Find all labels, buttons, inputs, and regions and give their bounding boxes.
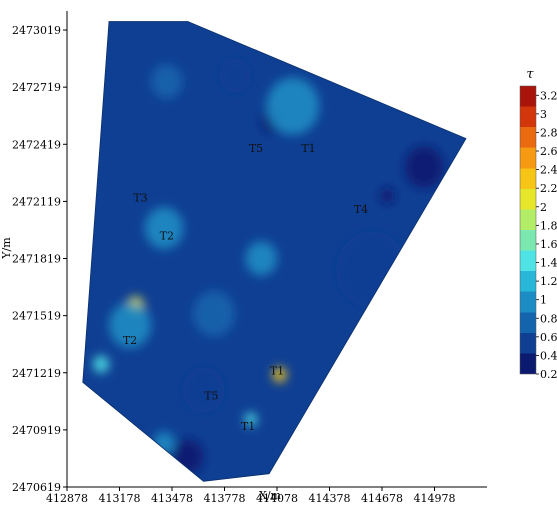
colorbar-tick-label-8: 1.6 xyxy=(540,238,557,251)
plot-area xyxy=(82,21,467,482)
x-tick-label-3: 413778 xyxy=(204,492,246,502)
y-tick-label-2: 2471219 xyxy=(12,367,61,380)
high-anomaly-7 xyxy=(272,367,287,383)
y-tick-label-7: 2472719 xyxy=(12,81,61,94)
colorbar-tick-label-2: 2.8 xyxy=(540,126,557,139)
colorbar-gradient xyxy=(519,85,537,375)
colorbar-tick-label-12: 0.8 xyxy=(540,312,557,325)
colorbar-tick-label-5: 2.2 xyxy=(540,182,557,195)
high-anomaly-13 xyxy=(109,302,151,349)
colorbar-tick-label-10: 1.2 xyxy=(540,275,557,288)
colorbar-tick-label-13: 0.6 xyxy=(540,331,557,344)
x-tick-label-6: 414678 xyxy=(361,492,403,502)
y-tick-label-8: 2473019 xyxy=(12,24,61,37)
x-axis-title: X/m xyxy=(259,489,282,502)
zone-label-8: T1 xyxy=(241,420,255,433)
low-anomaly-6 xyxy=(219,58,251,93)
y-tick-label-4: 2471819 xyxy=(12,253,61,266)
zone-label-7: T1 xyxy=(270,365,284,378)
low-anomaly-4 xyxy=(182,367,225,413)
low-anomaly-0 xyxy=(380,188,395,204)
colorbar-tick-label-1: 3 xyxy=(540,108,547,121)
domain-outline xyxy=(82,21,467,482)
high-anomaly-11 xyxy=(144,207,184,250)
zone-label-4: T4 xyxy=(354,203,368,216)
colorbar-tick-label-0: 3.2 xyxy=(540,89,557,102)
x-tick-label-2: 413478 xyxy=(151,492,193,502)
y-tick-label-5: 2472119 xyxy=(12,195,61,208)
zone-label-3: T2 xyxy=(160,230,174,243)
y-tick-label-0: 2470619 xyxy=(12,481,61,494)
x-tick-label-5: 414378 xyxy=(309,492,351,502)
y-tick-label-1: 2470919 xyxy=(12,424,61,437)
colorbar-title: τ xyxy=(526,67,534,82)
colorbar-tick-label-7: 1.8 xyxy=(540,219,557,232)
low-anomaly-2 xyxy=(404,146,444,189)
x-tick-label-1: 413178 xyxy=(99,492,141,502)
colorbar-tick-label-6: 2 xyxy=(540,201,547,214)
high-anomaly-17 xyxy=(151,64,183,99)
colorbar-tick-label-3: 2.6 xyxy=(540,145,557,158)
zone-label-2: T3 xyxy=(133,191,147,204)
high-anomaly-10 xyxy=(244,412,257,427)
y-tick-label-6: 2472419 xyxy=(12,138,61,151)
zone-label-6: T5 xyxy=(204,389,218,402)
colorbar-tick-label-4: 2.4 xyxy=(540,164,557,177)
y-tick-label-3: 2471519 xyxy=(12,310,61,323)
zone-label-0: T5 xyxy=(249,142,263,155)
colorbar-tick-label-11: 1 xyxy=(540,294,547,307)
high-anomaly-9 xyxy=(93,355,109,373)
colorbar: τ 3.2 3 2.8 2.6 2.4 2.2 2 1.8 1.6 1.4 1.2 1 0.8 0.6 0.… xyxy=(519,67,557,381)
tau-field xyxy=(82,21,467,482)
zone-label-1: T1 xyxy=(301,142,315,155)
colorbar-tick-label-9: 1.4 xyxy=(540,257,557,270)
high-anomaly-12 xyxy=(266,77,320,135)
y-axis-title: Y/m xyxy=(0,237,13,260)
zone-label-5: T2 xyxy=(123,334,137,347)
high-anomaly-14 xyxy=(245,241,278,276)
colorbar-tick-label-15: 0.2 xyxy=(540,368,557,381)
colorbar-tick-label-14: 0.4 xyxy=(540,349,557,362)
x-tick-label-7: 414978 xyxy=(414,492,456,502)
zone-labels: T5 T1 T3 T2 T4 T2 T5 T1 T1 xyxy=(123,142,368,433)
low-anomaly-3 xyxy=(336,231,407,308)
high-anomaly-16 xyxy=(193,290,235,337)
